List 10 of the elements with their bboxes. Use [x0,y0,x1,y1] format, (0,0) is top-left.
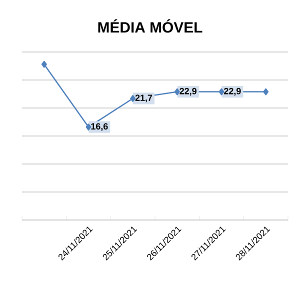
data-label: 22,9 [224,88,241,96]
data-label: 21,7 [135,94,152,102]
data-label: 16,6 [91,123,108,131]
point [86,124,92,130]
point [218,88,224,96]
point [41,60,47,68]
point [174,88,180,96]
chart-title: MÉDIA MÓVEL [98,19,202,33]
point [263,88,269,96]
data-label: 22,9 [180,88,196,96]
